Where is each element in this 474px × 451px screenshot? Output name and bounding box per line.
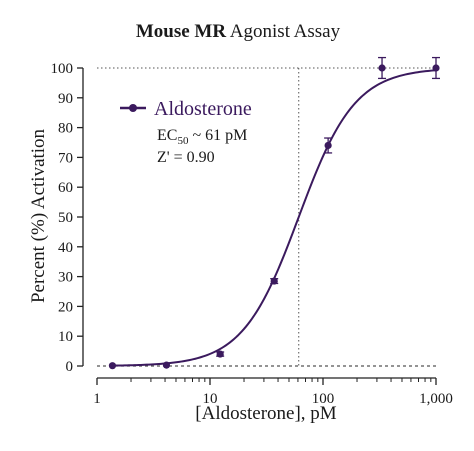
z-prime-annotation: Z' = 0.90 <box>157 149 215 166</box>
legend-label-aldosterone: Aldosterone <box>154 98 252 120</box>
y-tick-label: 40 <box>58 240 73 256</box>
x-tick-label: 10 <box>203 391 218 407</box>
y-tick-label: 50 <box>58 210 73 226</box>
y-tick-label: 100 <box>51 61 74 77</box>
x-axis-ticks: 1 10 100 1,000 <box>93 378 453 407</box>
y-tick-label: 30 <box>58 270 73 286</box>
y-tick-label: 90 <box>58 91 73 107</box>
y-tick-label: 70 <box>58 150 73 166</box>
y-tick-label: 60 <box>58 180 73 196</box>
data-point-group <box>108 362 117 370</box>
chart-title: Mouse MR Agonist Assay <box>136 21 341 42</box>
x-tick-label: 1 <box>93 391 101 407</box>
chart-title-rest: Agonist Assay <box>226 21 341 42</box>
data-point <box>324 141 332 150</box>
data-point-group <box>162 361 171 369</box>
legend-marker <box>129 104 137 112</box>
data-point <box>162 361 171 369</box>
axes <box>82 68 436 379</box>
chart-title-bold: Mouse MR <box>136 21 227 42</box>
ec50-subscript: 50 <box>177 135 189 147</box>
y-tick-label: 20 <box>58 299 73 315</box>
x-tick-label: 1,000 <box>419 391 453 407</box>
ec50-prefix: EC <box>157 127 177 144</box>
data-points-layer <box>108 56 440 370</box>
data-point-group <box>216 350 225 358</box>
y-axis-ticks: 0 10 20 30 40 50 60 70 80 90 100 <box>51 61 83 375</box>
y-tick-label: 0 <box>66 359 74 375</box>
data-point <box>108 362 117 370</box>
legend: Aldosterone <box>120 98 252 120</box>
data-point-group <box>432 56 440 80</box>
data-point <box>378 64 386 72</box>
data-point-group <box>324 137 333 154</box>
data-point <box>270 277 278 285</box>
data-point <box>216 350 224 358</box>
y-tick-label: 10 <box>58 329 73 345</box>
y-tick-label: 80 <box>58 121 73 137</box>
data-point <box>432 64 440 72</box>
x-tick-label: 100 <box>312 391 335 407</box>
reference-lines <box>97 67 436 367</box>
x-axis-title: [Aldosterone], pM <box>195 403 337 424</box>
y-axis-title: Percent (%) Activation <box>28 128 49 303</box>
data-point-group <box>270 277 279 285</box>
ec50-annotation: EC50 ~ 61 pM <box>157 127 247 147</box>
ec50-value: ~ 61 pM <box>188 127 247 144</box>
data-point-group <box>378 56 387 80</box>
